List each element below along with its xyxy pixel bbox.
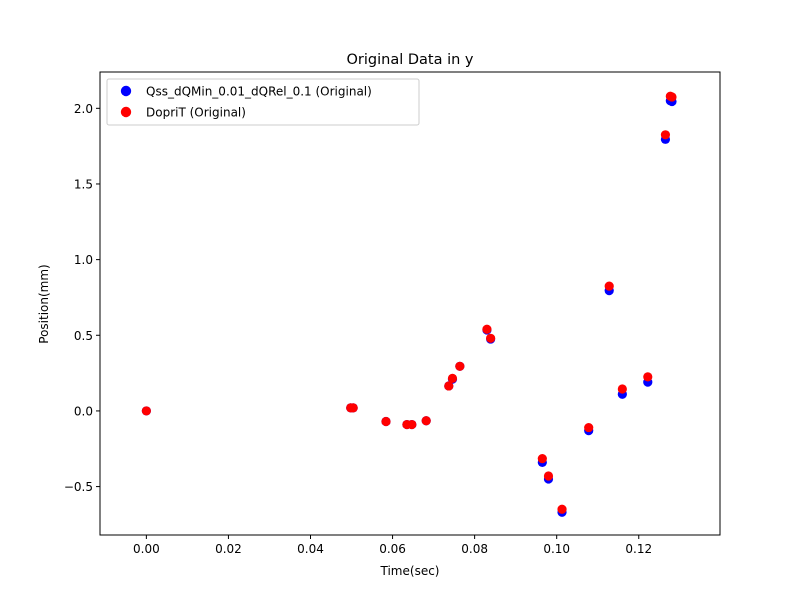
y-tick-label: 1.0 [74, 253, 93, 267]
data-point [537, 453, 547, 464]
data-point [482, 324, 492, 334]
data-point [455, 361, 465, 371]
data-point [543, 471, 554, 481]
y-tick-label: −0.5 [64, 480, 93, 494]
series-1 [141, 91, 677, 514]
data-point [617, 384, 627, 394]
legend-label-dopri: DopriT (Original) [146, 106, 246, 120]
data-point [643, 372, 653, 382]
y-tick-label: 0.0 [74, 404, 93, 418]
chart-title: Original Data in y [347, 52, 474, 68]
legend-marker-qss [120, 85, 132, 97]
x-tick-label: 0.06 [379, 542, 406, 556]
data-point [667, 92, 677, 102]
legend-frame [106, 78, 420, 126]
y-tick-label: 1.5 [74, 177, 93, 191]
y-axis-label: Position(mm) [37, 264, 51, 343]
data-point [447, 373, 458, 383]
data-point [421, 416, 431, 426]
legend: Qss_dQMin_0.01_dQRel_0.1 (Original) Dopr… [106, 78, 420, 126]
data-point [381, 416, 391, 427]
x-axis-label: Time(sec) [380, 564, 440, 578]
data-point [444, 381, 454, 391]
plot-area [141, 91, 677, 517]
x-axis-ticks: 0.00 0.02 0.04 0.06 0.08 0.10 0.12 [133, 535, 652, 556]
x-tick-label: 0.08 [461, 542, 488, 556]
data-point [584, 422, 594, 433]
y-tick-label: 0.5 [74, 329, 93, 343]
y-tick-label: 2.0 [74, 102, 93, 116]
x-tick-label: 0.00 [133, 542, 160, 556]
y-axis-ticks: −0.5 0.0 0.5 1.0 1.5 2.0 [64, 102, 100, 494]
axes-frame [99, 71, 721, 536]
legend-label-qss: Qss_dQMin_0.01_dQRel_0.1 (Original) [146, 85, 372, 99]
x-tick-label: 0.04 [297, 542, 324, 556]
data-point [348, 403, 358, 413]
legend-marker-dopri [120, 106, 132, 118]
data-point [604, 281, 614, 291]
data-point [660, 130, 671, 140]
x-tick-label: 0.10 [543, 542, 570, 556]
data-point [141, 406, 151, 416]
x-tick-label: 0.12 [625, 542, 652, 556]
x-tick-label: 0.02 [215, 542, 242, 556]
data-point [407, 419, 417, 430]
data-point [557, 504, 567, 514]
data-point [486, 333, 496, 343]
